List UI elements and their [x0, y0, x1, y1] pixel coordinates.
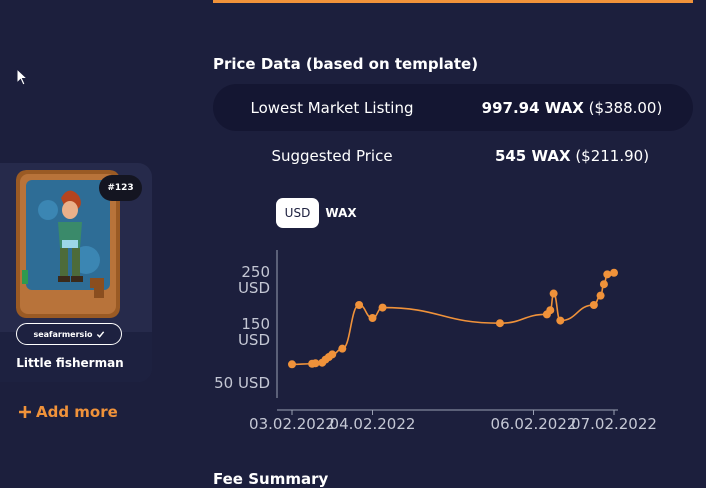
- lowest-listing-usd: ($388.00): [588, 98, 663, 117]
- chart-y-tick-label: 250 USD: [238, 263, 270, 297]
- asset-image: [16, 170, 120, 318]
- currency-toggle-usd[interactable]: USD: [276, 198, 319, 228]
- plus-icon: [19, 406, 31, 418]
- price-point: [338, 344, 347, 353]
- lowest-listing-label: Lowest Market Listing: [250, 98, 414, 117]
- price-point: [288, 360, 296, 369]
- chart-x-tick-label: 03.02.2022: [249, 415, 335, 433]
- suggested-price-wax: 545 WAX: [494, 146, 571, 165]
- chart-y-tick-label: 50 USD: [214, 374, 270, 392]
- suggested-price-value: 545 WAX ($211.90): [451, 147, 693, 165]
- asset-number: #123: [107, 183, 134, 193]
- price-point: [599, 280, 608, 289]
- price-point: [378, 303, 387, 312]
- price-point: [355, 301, 364, 309]
- lowest-listing-row: Lowest Market Listing 997.94 WAX ($388.0…: [213, 84, 693, 131]
- price-point: [495, 319, 504, 328]
- price-point: [589, 301, 598, 309]
- price-point: [549, 289, 558, 298]
- collection-name: seafarmersio: [33, 329, 93, 339]
- asset-name: Little fisherman: [16, 356, 124, 370]
- suggested-price-label: Suggested Price: [271, 146, 393, 165]
- chart-y-tick-label: 150 USD: [238, 315, 270, 349]
- price-point: [368, 314, 377, 322]
- chart-x-tick-label: 04.02.2022: [330, 415, 416, 433]
- price-point: [610, 268, 618, 277]
- chart-x-tick-label: 06.02.2022: [491, 415, 577, 433]
- price-point: [596, 291, 605, 300]
- price-point: [311, 359, 320, 368]
- collection-link[interactable]: seafarmersio: [16, 323, 122, 345]
- lowest-listing-wax: 997.94 WAX: [481, 98, 584, 117]
- suggested-price-usd: ($211.90): [575, 146, 650, 165]
- chart-x-tick-label: 07.02.2022: [571, 415, 657, 433]
- price-point: [556, 316, 565, 325]
- asset-number-badge: #123: [99, 175, 142, 201]
- price-point: [328, 350, 337, 359]
- add-more-button[interactable]: Add more: [18, 403, 118, 421]
- mouse-cursor-icon: [16, 68, 28, 86]
- lowest-listing-value: 997.94 WAX ($388.00): [451, 99, 693, 117]
- price-point: [546, 306, 555, 315]
- suggested-price-row: Suggested Price 545 WAX ($211.90): [213, 132, 693, 179]
- verified-check-icon: [96, 330, 104, 338]
- price-data-title: Price Data (based on template): [213, 55, 479, 73]
- currency-toggle-wax[interactable]: WAX: [325, 206, 357, 220]
- price-point: [603, 270, 612, 279]
- fee-summary-title: Fee Summary: [213, 470, 329, 488]
- top-accent-line: [213, 0, 693, 3]
- add-more-label: Add more: [36, 403, 118, 421]
